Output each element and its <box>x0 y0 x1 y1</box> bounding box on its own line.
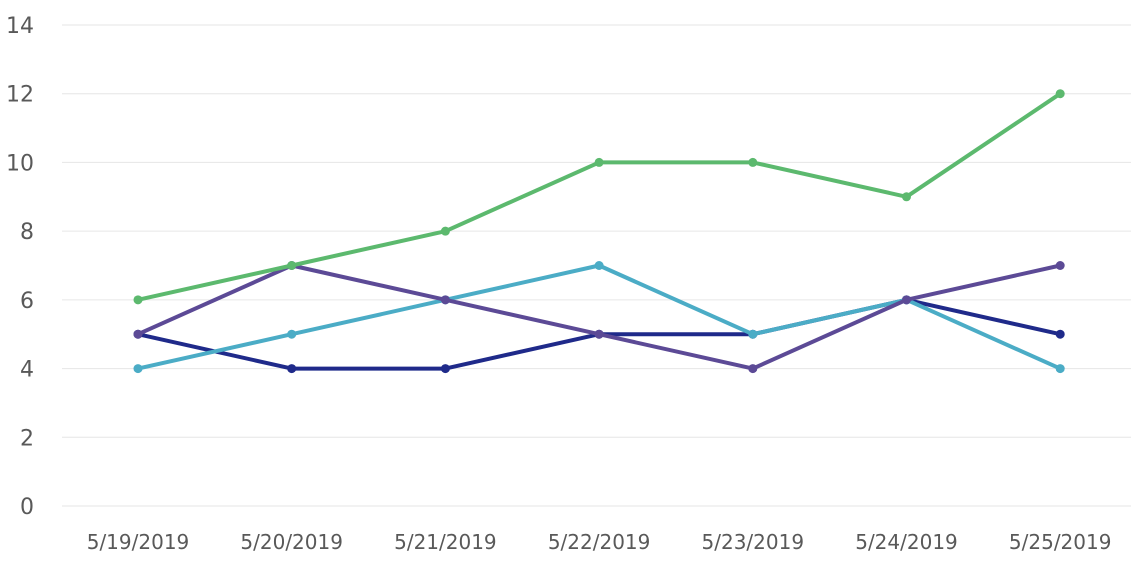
data-point <box>440 226 450 236</box>
y-tick-label: 6 <box>20 289 34 314</box>
data-point <box>440 295 450 305</box>
data-point <box>440 364 450 374</box>
x-tick-label: 5/23/2019 <box>702 530 805 554</box>
data-point <box>133 295 143 305</box>
series-line <box>136 263 1063 371</box>
data-point <box>1055 261 1065 270</box>
series-4 <box>133 89 1065 305</box>
data-point <box>1055 329 1065 339</box>
x-tick-label: 5/19/2019 <box>87 530 190 554</box>
x-axis-ticks: 5/19/2019 5/20/2019 5/21/2019 5/22/2019 5/23… <box>87 530 1112 554</box>
series-3 <box>133 261 1065 374</box>
data-point <box>594 329 604 339</box>
y-tick-label: 8 <box>20 220 34 245</box>
data-point <box>594 261 604 270</box>
series-line <box>136 263 1063 371</box>
data-point <box>748 157 758 167</box>
data-point <box>287 364 297 374</box>
data-point <box>1055 364 1065 374</box>
data-point <box>287 329 297 339</box>
y-tick-label: 4 <box>20 358 34 383</box>
x-tick-label: 5/24/2019 <box>855 530 958 554</box>
x-tick-label: 5/20/2019 <box>240 530 343 554</box>
series-group <box>133 89 1065 374</box>
y-tick-label: 2 <box>20 426 34 451</box>
data-point <box>287 261 297 270</box>
data-point <box>902 295 911 305</box>
data-point <box>594 157 604 167</box>
y-tick-label: 10 <box>6 151 34 176</box>
x-tick-label: 5/22/2019 <box>548 530 651 554</box>
data-point <box>902 192 911 202</box>
x-tick-label: 5/21/2019 <box>394 530 497 554</box>
y-tick-label: 12 <box>6 83 34 108</box>
y-tick-label: 0 <box>20 495 34 520</box>
y-tick-label: 14 <box>6 14 34 39</box>
data-point <box>133 329 143 339</box>
x-tick-label: 5/25/2019 <box>1009 530 1112 554</box>
series-2 <box>133 261 1065 374</box>
data-point <box>748 364 758 374</box>
y-axis-ticks: 0 2 4 6 8 10 12 14 <box>6 14 34 520</box>
data-point <box>1055 89 1065 99</box>
data-point <box>133 364 143 374</box>
data-point <box>748 329 758 339</box>
